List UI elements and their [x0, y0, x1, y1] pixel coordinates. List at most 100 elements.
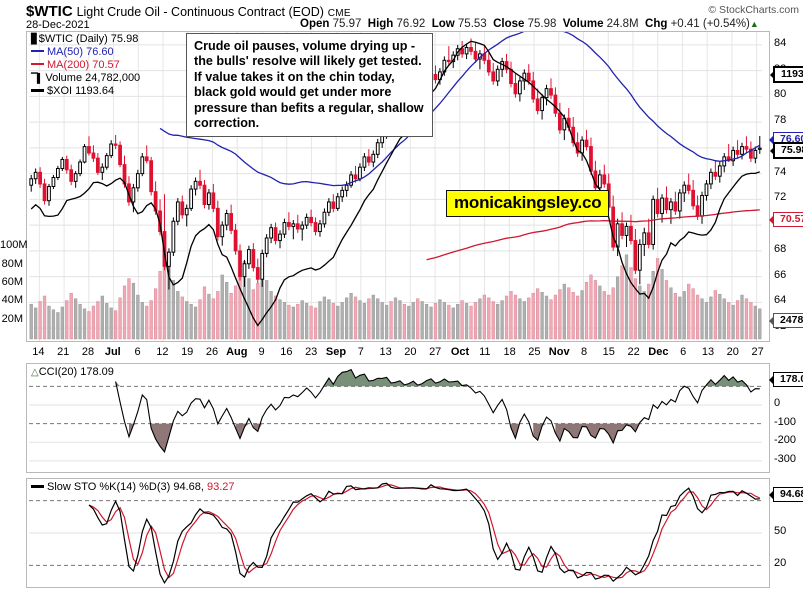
x-tick-8: 8	[580, 346, 588, 358]
cci-tick--300: -300	[774, 452, 797, 465]
x-tick-25: 25	[528, 346, 541, 358]
stochastic-d-line	[88, 484, 761, 579]
price-plot	[27, 32, 769, 341]
volume-label: Volume	[562, 18, 604, 30]
volume-value: 24.8M	[606, 18, 639, 30]
volume-tick-80M: 80M	[1, 257, 23, 270]
close-value: 75.98	[527, 18, 557, 30]
xoi-swatch-icon	[31, 88, 44, 92]
x-tick-15: 15	[602, 346, 615, 358]
x-tick-13: 13	[379, 346, 392, 358]
chg-up-arrow-icon: ▲	[749, 19, 759, 29]
exchange-label: CME	[327, 8, 351, 19]
x-tick-Sep: Sep	[325, 346, 347, 358]
stochastic-svg	[29, 482, 762, 585]
cci-swatch-icon: △	[31, 367, 39, 378]
cci-tick--200: -200	[774, 434, 797, 447]
volume-bars-icon: ▔▌	[31, 73, 43, 83]
stochastic-plot	[27, 479, 769, 587]
cci-panel	[26, 363, 770, 473]
price-panel	[26, 31, 770, 342]
x-tick-13: 13	[701, 346, 715, 358]
symbol-label: $WTIC	[26, 3, 73, 20]
x-tick-12: 12	[156, 346, 169, 358]
x-tick-28: 28	[81, 346, 95, 358]
volume-tick-60M: 60M	[1, 276, 23, 289]
x-tick-23: 23	[305, 346, 318, 358]
stockcharts-copyright: © StockCharts.com	[708, 4, 799, 16]
xoi-line	[30, 40, 761, 327]
x-tick-26: 26	[205, 346, 219, 358]
price-legend: ▊$WTIC (Daily) 75.98 MA(50) 76.60 MA(200…	[31, 33, 140, 98]
x-tick-20: 20	[404, 346, 417, 358]
x-tick-9: 9	[258, 346, 265, 358]
analyst-annotation: Crude oil pauses, volume drying up - the…	[186, 33, 433, 138]
stochastic-k-line	[88, 482, 760, 585]
price-tick-78: 78	[774, 114, 787, 127]
price-tick-66: 66	[774, 268, 787, 281]
price-tick-64: 64	[774, 294, 787, 307]
cci-tick-0: 0	[774, 396, 781, 409]
ma200-price-tag: 70.57	[768, 212, 803, 227]
x-tick-27: 27	[429, 346, 442, 358]
legend-volume: ▔▌ Volume 24,782,000	[31, 72, 141, 84]
high-label: High	[367, 18, 394, 30]
close-label: Close	[493, 18, 525, 30]
x-tick-22: 22	[627, 346, 640, 358]
high-value: 76.92	[396, 18, 426, 30]
legend-cci: △CCI(20) 178.09	[31, 366, 114, 378]
x-tick-Dec: Dec	[648, 346, 669, 358]
chg-value: +0.41 (+0.54%)	[670, 18, 750, 30]
volume-tick-20M: 20M	[1, 312, 23, 325]
ma50-line	[159, 32, 761, 187]
price-tick-72: 72	[774, 191, 787, 204]
chart-date: 28-Dec-2021	[26, 19, 90, 31]
volume-value-tag: 24782000	[769, 313, 803, 328]
cci-legend: △CCI(20) 178.09	[31, 366, 114, 379]
low-value: 75.53	[457, 18, 487, 30]
x-tick-11: 11	[479, 346, 491, 358]
cci-gridlines	[29, 385, 762, 462]
price-tick-68: 68	[774, 242, 787, 255]
x-tick-7: 7	[357, 346, 364, 358]
price-tick-84: 84	[774, 36, 787, 49]
chg-label: Chg	[645, 18, 668, 30]
sto-tick-20: 20	[774, 557, 787, 570]
volume-tick-100M: 100M	[0, 239, 28, 252]
stochastic-value-tag: 94.68	[768, 487, 803, 502]
x-tick-Oct: Oct	[450, 346, 470, 358]
x-tick-Nov: Nov	[548, 346, 570, 358]
price-tick-80: 80	[774, 88, 787, 101]
cci-plot	[27, 364, 769, 472]
cci-tick--100: -100	[774, 415, 797, 428]
ohlc-stats-bar: Open 75.97 High 76.92 Low 75.53 Close 75…	[300, 18, 759, 30]
ma200-line	[426, 209, 760, 261]
x-tick-19: 19	[181, 346, 194, 358]
symbol-description: Light Crude Oil - Continuous Contract (E…	[76, 5, 324, 19]
x-tick-14: 14	[32, 346, 45, 358]
price-svg	[29, 32, 762, 341]
price-tick-74: 74	[774, 165, 787, 178]
volume-tick-40M: 40M	[1, 294, 23, 307]
stochastic-panel	[26, 478, 770, 588]
x-tick-27: 27	[751, 346, 764, 358]
site-watermark: monicakingsley.co	[446, 190, 610, 217]
chart-title: $WTIC Light Crude Oil - Continuous Contr…	[26, 3, 351, 20]
cci-value-tag: 178.09	[768, 372, 803, 387]
legend-ma50: MA(50) 76.60	[31, 46, 140, 59]
sto-swatch-icon	[31, 484, 44, 488]
cci-overbought-fill	[115, 369, 751, 387]
cci-line	[115, 368, 760, 454]
last-price-tag: 75.98	[769, 142, 803, 159]
open-value: 75.97	[332, 18, 362, 30]
ma50-swatch-icon	[31, 50, 44, 53]
cci-svg	[29, 368, 762, 462]
low-label: Low	[431, 18, 455, 30]
candle-icon: ▊	[31, 34, 39, 45]
legend-sto: Slow STO %K(14) %D(3) 94.68, 93.27	[31, 481, 235, 494]
sto-tick-50: 50	[774, 525, 787, 537]
open-label: Open	[300, 18, 330, 30]
x-tick-16: 16	[280, 346, 293, 358]
legend-ma200: MA(200) 70.57	[31, 59, 140, 72]
